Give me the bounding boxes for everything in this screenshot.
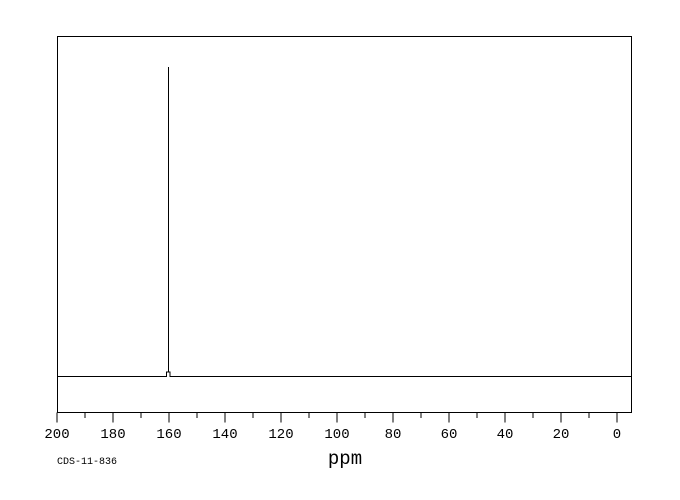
x-axis-tick-label: 100 [324, 427, 349, 443]
x-axis-tick-label: 160 [156, 427, 181, 443]
x-axis-label: ppm [328, 448, 362, 470]
x-axis-tick-label: 80 [385, 427, 402, 443]
x-axis-tick-label: 20 [553, 427, 570, 443]
x-axis-tick-label: 140 [212, 427, 237, 443]
sample-id-label: CDS-11-836 [57, 457, 117, 468]
plot-frame [57, 36, 632, 413]
x-axis-tick-label: 180 [100, 427, 125, 443]
spectrum-trace [57, 67, 632, 377]
x-axis-tick-label: 120 [268, 427, 293, 443]
x-axis-tick-label: 40 [497, 427, 514, 443]
plot-area: 200 180 160 140 120 100 80 60 40 20 0 [44, 36, 632, 443]
x-axis-tick-label: 60 [441, 427, 458, 443]
x-axis-tick-label: 200 [44, 427, 69, 443]
x-axis-tick-label: 0 [613, 427, 621, 443]
